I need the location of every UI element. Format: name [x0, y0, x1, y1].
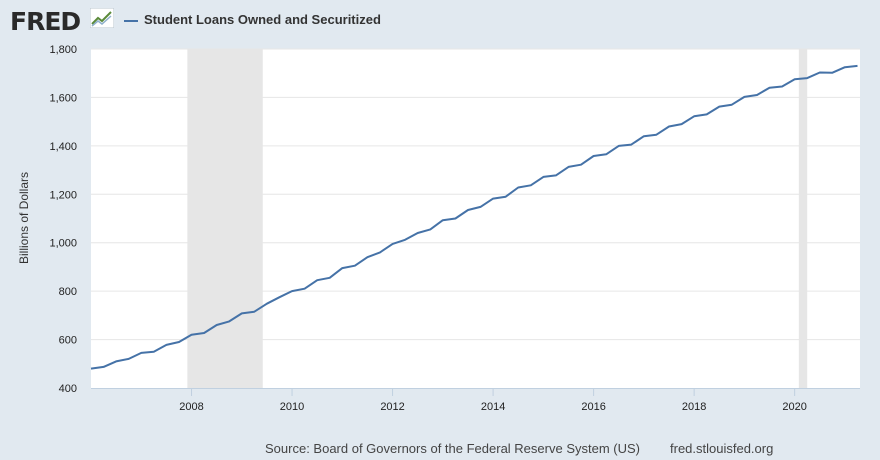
y-tick-label-600: 600 — [59, 335, 77, 347]
series-line-0 — [90, 64, 858, 370]
y-tick-label-1,800: 1,800 — [49, 44, 77, 56]
y-tick-label-1,400: 1,400 — [49, 141, 77, 153]
recession-band-1 — [798, 49, 808, 388]
x-tick-label-2020: 2020 — [782, 401, 806, 413]
recession-band-0 — [187, 49, 263, 388]
y-axis-labels: 400 600 800 1,000 1,200 1,400 1,600 1,800 — [49, 44, 77, 395]
y-axis-title: Billions of Dollars — [17, 172, 31, 264]
site-link[interactable]: fred.stlouisfed.org — [670, 441, 774, 456]
legend-swatch — [124, 20, 138, 22]
x-tick-label-2008: 2008 — [179, 401, 203, 413]
recession-shading — [187, 49, 808, 388]
chart-header: FRED Student Loans Owned and Securitized — [0, 0, 880, 42]
legend-label: Student Loans Owned and Securitized — [144, 12, 381, 27]
source-note: Source: Board of Governors of the Federa… — [265, 441, 640, 456]
y-tick-label-1,000: 1,000 — [49, 238, 77, 250]
series-layer — [90, 64, 858, 370]
trend-line-icon — [90, 8, 114, 28]
fred-logo[interactable]: FRED — [10, 7, 81, 36]
gridlines — [91, 48, 860, 341]
x-tick-label-2016: 2016 — [581, 401, 605, 413]
y-tick-label-1,600: 1,600 — [49, 92, 77, 104]
x-tick-label-2012: 2012 — [380, 401, 404, 413]
y-tick-label-800: 800 — [59, 286, 77, 298]
x-tick-label-2014: 2014 — [481, 401, 505, 413]
x-tick-label-2018: 2018 — [682, 401, 706, 413]
y-tick-label-1,200: 1,200 — [49, 189, 77, 201]
x-axis: 2008 2010 2012 2014 2016 2018 2020 — [91, 388, 860, 413]
x-tick-label-2010: 2010 — [280, 401, 304, 413]
y-tick-label-400: 400 — [59, 383, 77, 395]
